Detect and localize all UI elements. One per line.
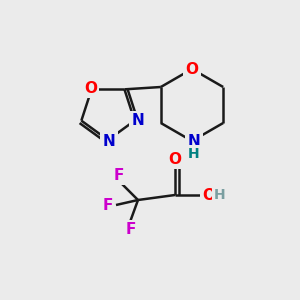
Text: H: H (188, 147, 200, 161)
Text: F: F (126, 223, 136, 238)
Text: O: O (169, 152, 182, 166)
Text: F: F (114, 167, 124, 182)
Text: O: O (202, 188, 215, 202)
Text: F: F (103, 197, 113, 212)
Text: H: H (214, 188, 226, 202)
Text: O: O (84, 81, 97, 96)
Text: O: O (185, 61, 199, 76)
Text: N: N (188, 134, 200, 148)
Text: N: N (131, 113, 144, 128)
Text: N: N (103, 134, 116, 148)
